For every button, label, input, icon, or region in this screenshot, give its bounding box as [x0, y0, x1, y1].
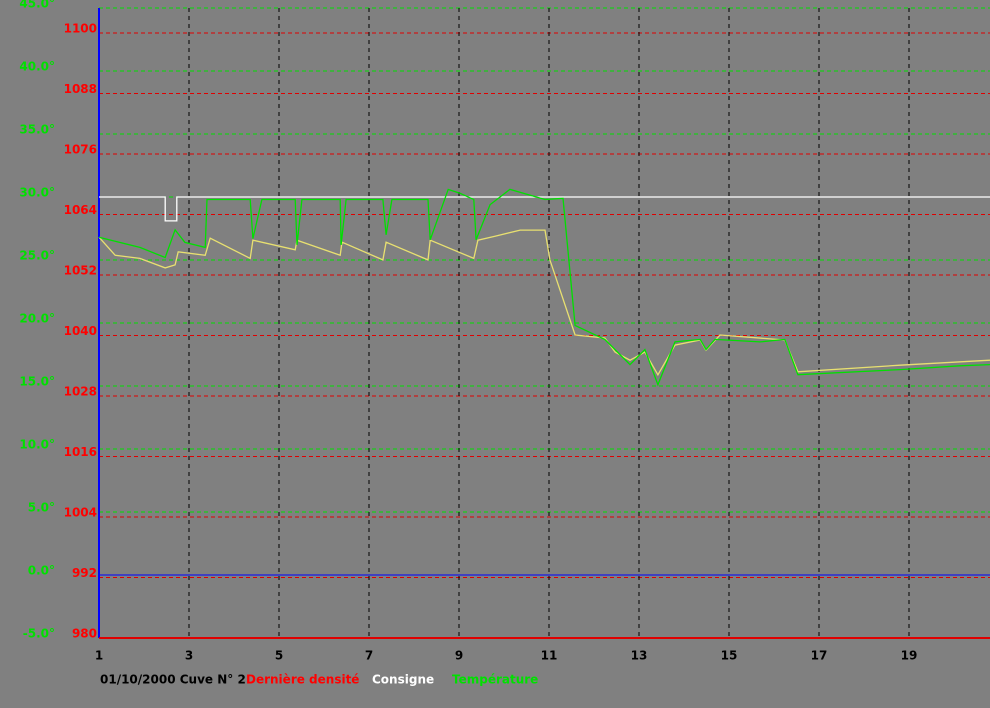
y-tick-label: 40.0° [19, 60, 55, 74]
y-tick-label: 10.0° [19, 438, 55, 452]
y2-tick-label: 1088 [64, 82, 97, 96]
series-line [98, 229, 990, 377]
y-tick-label: 15.0° [19, 375, 55, 389]
x-tick-label: 7 [365, 649, 373, 663]
y2-tick-label: 1028 [64, 385, 97, 399]
legend-entry: Consigne [372, 673, 434, 687]
x-tick-label: 11 [541, 649, 558, 663]
y2-tick-label: 992 [72, 566, 97, 580]
y-tick-label: 25.0° [19, 249, 55, 263]
x-tick-label: 13 [631, 649, 648, 663]
y-tick-label: 45.0° [19, 0, 55, 11]
y-tick-label: -5.0° [23, 627, 55, 641]
x-tick-label: 1 [95, 649, 103, 663]
y2-tick-label: 1016 [64, 445, 97, 459]
series-line [99, 196, 990, 222]
y2-tick-label: 980 [72, 627, 97, 641]
y-tick-label: 35.0° [19, 123, 55, 137]
y-tick-label: 20.0° [19, 312, 55, 326]
footer: 01/10/2000 Cuve N° 2 [100, 673, 246, 687]
y2-tick-label: 1052 [64, 264, 97, 278]
series-line [98, 188, 990, 387]
x-tick-label: 3 [185, 649, 193, 663]
x-tick-label: 9 [455, 649, 463, 663]
legend-entry: Température [452, 673, 538, 687]
y2-tick-label: 1076 [64, 143, 97, 157]
x-tick-label: 15 [721, 649, 738, 663]
y2-tick-label: 1004 [64, 506, 97, 520]
y2-tick-label: 1100 [64, 22, 97, 36]
legend-entry: Dernière densité [246, 673, 359, 687]
y2-tick-label: 1040 [64, 324, 97, 338]
y2-tick-label: 1064 [64, 203, 97, 217]
y-tick-label: 5.0° [28, 501, 55, 515]
x-tick-label: 19 [901, 649, 918, 663]
x-tick-label: 5 [275, 649, 283, 663]
y-tick-label: 30.0° [19, 186, 55, 200]
x-tick-label: 17 [811, 649, 828, 663]
y-tick-label: 0.0° [28, 564, 55, 578]
